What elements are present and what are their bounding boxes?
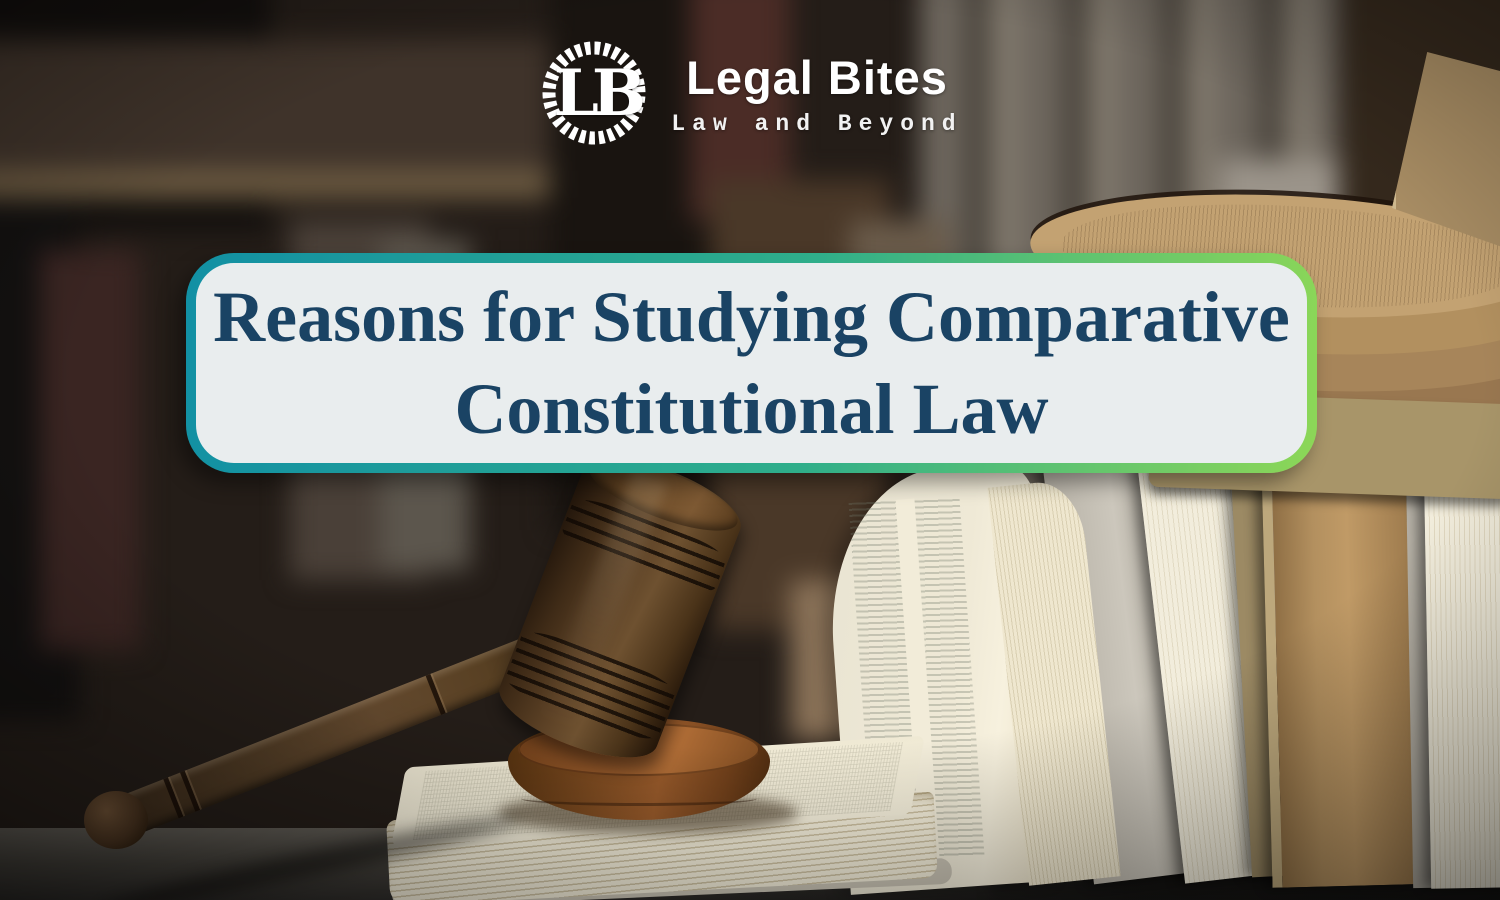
logo-name: Legal Bites <box>686 50 948 104</box>
lb-monogram: LB <box>553 55 646 131</box>
page-title-line-2: Constitutional Law <box>454 369 1049 449</box>
lb-monogram-ring-icon: LB <box>537 36 651 150</box>
page-title-line-1: Reasons for Studying Comparative <box>213 277 1290 357</box>
title-card-inner: Reasons for Studying Comparative Constit… <box>196 263 1307 463</box>
gavel-handle-knob <box>84 791 148 849</box>
logo-tagline: Law and Beyond <box>671 110 963 137</box>
legal-bites-logo: LB Legal Bites Law and Beyond <box>0 28 1500 158</box>
title-card: Reasons for Studying Comparative Constit… <box>186 253 1317 473</box>
